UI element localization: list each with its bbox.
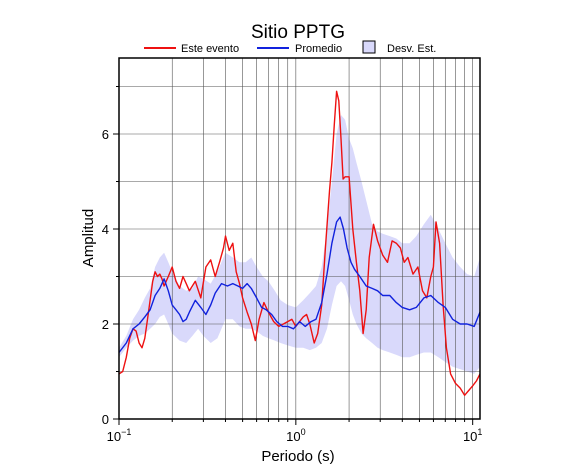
x-tick-label: 101 (463, 427, 482, 444)
x-tick-label: 100 (286, 427, 305, 444)
y-tick-label: 4 (102, 222, 109, 237)
legend-label-este-evento: Este evento (181, 43, 239, 55)
x-tick-label: 10−1 (107, 427, 132, 444)
legend-label-desv-est: Desv. Est. (387, 43, 436, 55)
y-tick-label: 0 (102, 412, 109, 427)
legend-swatch-desv-est (362, 40, 376, 54)
std-band (119, 115, 480, 374)
series-layer (118, 90, 481, 396)
std-band-layer (119, 115, 480, 374)
chart-title: Sitio PPTG (251, 22, 345, 43)
legend: Este evento Promedio Desv. Est. (144, 40, 436, 55)
plot-frame (118, 57, 481, 420)
series-line-promedio (118, 216, 481, 353)
y-axis-label: Amplitud (80, 209, 97, 267)
legend-label-promedio: Promedio (295, 43, 342, 55)
y-tick-label: 6 (102, 127, 109, 142)
y-tick-label: 2 (102, 317, 109, 332)
x-axis-label: Periodo (s) (261, 448, 334, 465)
